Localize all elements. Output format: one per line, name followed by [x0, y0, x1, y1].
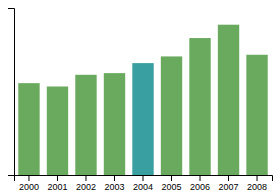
x-axis-line — [15, 176, 273, 182]
bar — [47, 86, 68, 175]
bar — [161, 56, 182, 175]
bar — [104, 73, 125, 175]
x-tick-mark — [143, 175, 144, 181]
x-tick-mark — [228, 175, 229, 181]
x-tick: 2001 — [47, 175, 67, 192]
x-tick: 2000 — [19, 175, 39, 192]
bars — [18, 25, 267, 175]
x-tick-label: 2001 — [47, 182, 67, 192]
y-axis-line — [8, 9, 15, 176]
x-tick-mark — [85, 175, 86, 181]
bar — [218, 25, 239, 175]
x-tick: 2002 — [76, 175, 96, 192]
x-axis: 2000 2001 2002 2003 2004 2005 2006 2007 2008 — [15, 175, 273, 192]
x-tick-label: 2005 — [161, 182, 181, 192]
x-tick-label: 2007 — [219, 182, 239, 192]
y-axis — [8, 9, 15, 176]
plot: 2000 2001 2002 2003 2004 2005 2006 2007 2008 — [8, 9, 273, 193]
bar — [189, 38, 210, 175]
x-tick-mark — [114, 175, 115, 181]
x-tick-mark — [57, 175, 58, 181]
x-tick-label: 2008 — [247, 182, 267, 192]
x-tick: 2006 — [190, 175, 210, 192]
chart: 2000 2001 2002 2003 2004 2005 2006 2007 2008 — [0, 0, 280, 195]
x-tick: 2008 — [247, 175, 267, 192]
x-tick-label: 2006 — [190, 182, 210, 192]
x-tick: 2005 — [161, 175, 181, 192]
bar — [246, 55, 267, 175]
x-tick-label: 2004 — [133, 182, 153, 192]
x-tick: 2007 — [219, 175, 239, 192]
x-tick-label: 2003 — [104, 182, 124, 192]
bar — [75, 75, 96, 175]
x-tick: 2004 — [133, 175, 153, 192]
x-tick-mark — [171, 175, 172, 181]
x-tick-mark — [28, 175, 29, 181]
x-tick-label: 2002 — [76, 182, 96, 192]
bar — [132, 63, 153, 175]
x-tick: 2003 — [104, 175, 124, 192]
x-tick-label: 2000 — [19, 182, 39, 192]
bar — [18, 83, 39, 175]
x-tick-mark — [200, 175, 201, 181]
x-tick-mark — [257, 175, 258, 181]
